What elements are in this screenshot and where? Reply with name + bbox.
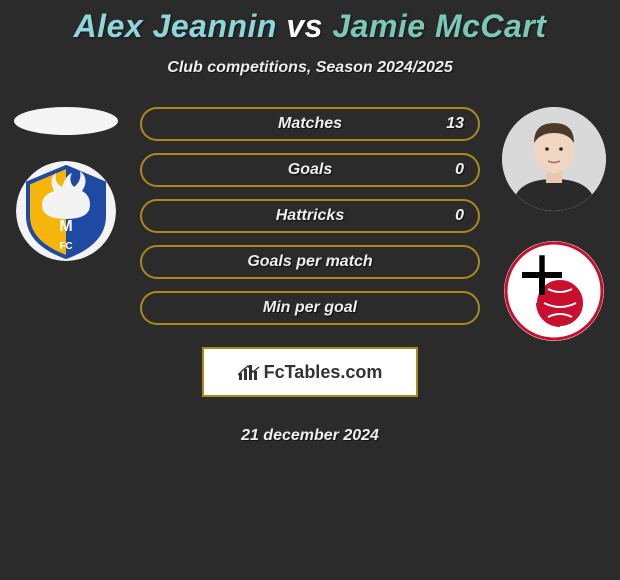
main-row: M FC Matches 13 Goals 0 Hattricks 0 Goal… — [0, 107, 620, 445]
stat-row-goals-per-match: Goals per match — [140, 245, 480, 279]
stats-column: Matches 13 Goals 0 Hattricks 0 Goals per… — [126, 107, 494, 445]
player2-avatar-icon — [502, 107, 606, 211]
stat-value-right: 0 — [455, 161, 464, 179]
stat-value-right: 13 — [446, 115, 464, 133]
stat-label: Min per goal — [263, 299, 357, 317]
infographic-root: Alex Jeannin vs Jamie McCart Club compet… — [0, 0, 620, 445]
branding-content: FcTables.com — [238, 362, 383, 383]
subtitle: Club competitions, Season 2024/2025 — [0, 59, 620, 77]
stat-label: Hattricks — [276, 207, 344, 225]
stat-row-goals: Goals 0 — [140, 153, 480, 187]
branding-text: FcTables.com — [264, 362, 383, 383]
stat-row-matches: Matches 13 — [140, 107, 480, 141]
player1-club-badge: M FC — [16, 161, 116, 261]
stat-row-hattricks: Hattricks 0 — [140, 199, 480, 233]
svg-text:FC: FC — [59, 241, 72, 252]
branding-box: FcTables.com — [202, 347, 418, 397]
date-text: 21 december 2024 — [241, 427, 379, 445]
rotherham-badge-icon — [504, 241, 604, 341]
player1-avatar — [14, 107, 118, 135]
svg-text:M: M — [59, 218, 72, 235]
stat-label: Matches — [278, 115, 342, 133]
stat-label: Goals — [288, 161, 332, 179]
right-column — [494, 107, 614, 445]
comparison-title: Alex Jeannin vs Jamie McCart — [0, 8, 620, 45]
stat-label: Goals per match — [247, 253, 372, 271]
player2-name: Jamie McCart — [332, 8, 546, 44]
mansfield-badge-icon: M FC — [16, 161, 116, 261]
player2-club-badge — [504, 241, 604, 341]
stat-row-min-per-goal: Min per goal — [140, 291, 480, 325]
player1-name: Alex Jeannin — [74, 8, 277, 44]
vs-separator: vs — [286, 8, 323, 44]
stat-value-right: 0 — [455, 207, 464, 225]
player2-avatar — [502, 107, 606, 211]
barchart-icon — [238, 363, 260, 381]
left-column: M FC — [6, 107, 126, 445]
